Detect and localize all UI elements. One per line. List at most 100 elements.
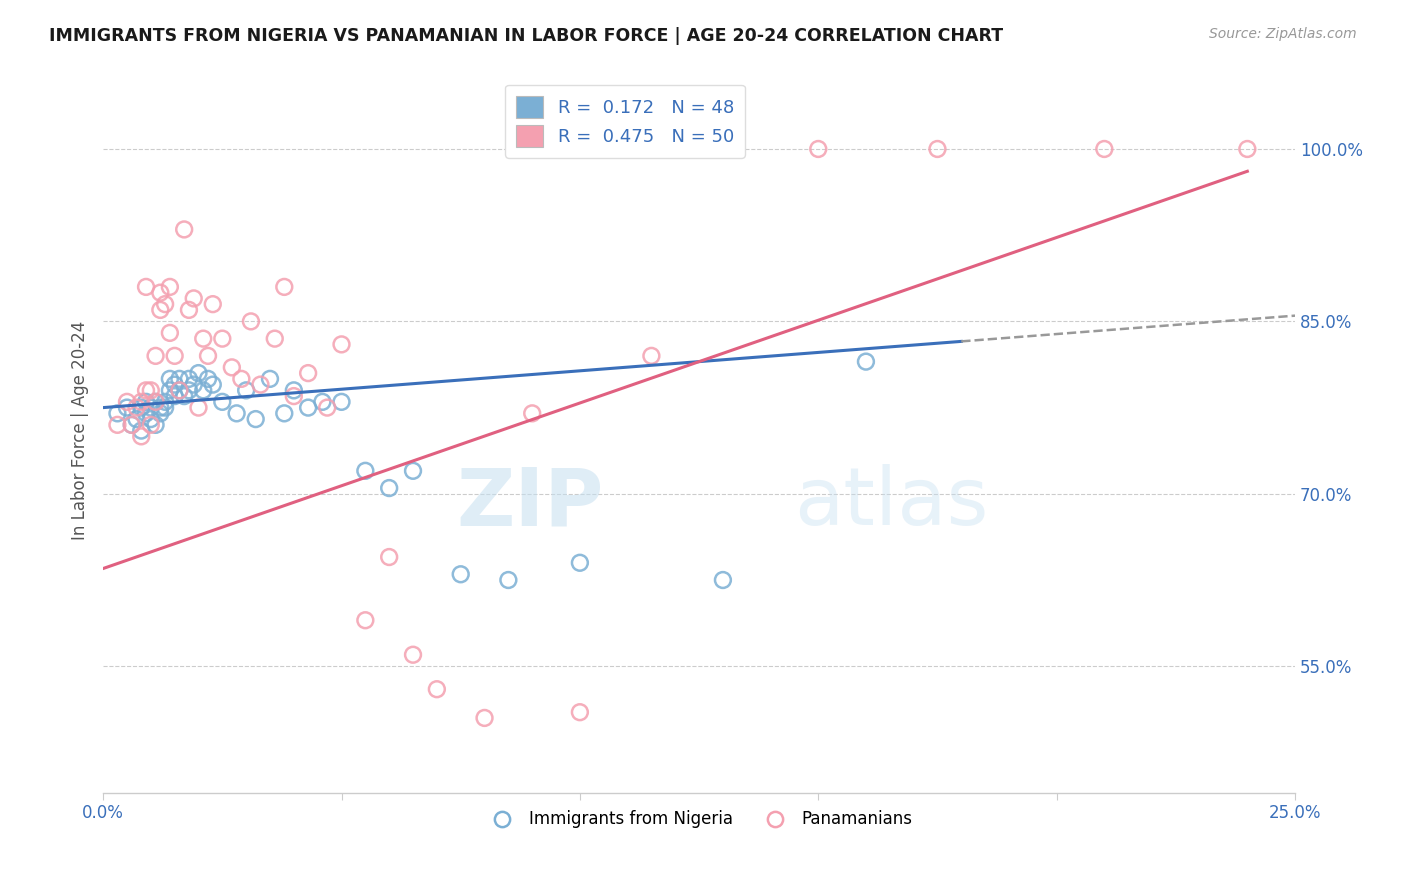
Point [159,326,181,340]
Point [197,372,219,386]
Point [211,395,233,409]
Point [201,297,224,311]
Point [330,395,353,409]
Point [273,406,295,420]
Text: Source: ZipAtlas.com: Source: ZipAtlas.com [1209,27,1357,41]
Point [711,142,734,156]
Point [149,401,172,415]
Point [177,384,200,398]
Point [177,372,200,386]
Point [177,302,200,317]
Point [153,401,176,415]
Point [163,389,186,403]
Point [193,384,215,398]
Legend: Immigrants from Nigeria, Panamanians: Immigrants from Nigeria, Panamanians [479,804,920,835]
Point [311,395,333,409]
Point [173,222,195,236]
Point [273,280,295,294]
Point [145,349,167,363]
Point [159,384,181,398]
Point [169,384,191,398]
Point [378,549,401,564]
Point [221,360,243,375]
Point [259,372,281,386]
Point [183,292,205,306]
Point [245,412,267,426]
Point [121,417,143,432]
Point [125,412,148,426]
Point [169,372,191,386]
Text: IMMIGRANTS FROM NIGERIA VS PANAMANIAN IN LABOR FORCE | AGE 20-24 CORRELATION CHA: IMMIGRANTS FROM NIGERIA VS PANAMANIAN IN… [49,27,1004,45]
Point [149,285,172,300]
Text: atlas: atlas [794,464,988,542]
Point [145,395,167,409]
Point [121,417,143,432]
Point [139,401,162,415]
Point [159,372,181,386]
Point [129,424,152,438]
Point [163,377,186,392]
Point [568,705,591,719]
Point [640,349,662,363]
Point [115,395,138,409]
Point [807,142,830,156]
Point [139,417,162,432]
Point [197,349,219,363]
Point [139,384,162,398]
Point [107,417,129,432]
Point [149,406,172,420]
Point [135,406,157,420]
Point [450,567,472,582]
Point [1236,142,1258,156]
Y-axis label: In Labor Force | Age 20-24: In Labor Force | Age 20-24 [72,321,89,541]
Point [297,366,319,380]
Point [231,372,253,386]
Point [115,401,138,415]
Point [135,280,157,294]
Point [354,613,377,627]
Point [263,332,285,346]
Point [145,417,167,432]
Point [402,648,425,662]
Point [187,401,209,415]
Point [129,401,152,415]
Point [153,395,176,409]
Point [163,349,186,363]
Point [402,464,425,478]
Point [107,406,129,420]
Point [1092,142,1115,156]
Point [316,401,339,415]
Point [297,401,319,415]
Point [249,377,271,392]
Point [426,682,449,697]
Point [159,280,181,294]
Point [330,337,353,351]
Point [498,573,520,587]
Text: ZIP: ZIP [457,464,603,542]
Point [135,395,157,409]
Point [153,297,176,311]
Point [129,395,152,409]
Point [855,354,877,368]
Point [183,377,205,392]
Point [225,406,247,420]
Point [125,401,148,415]
Point [283,384,305,398]
Point [568,556,591,570]
Point [135,384,157,398]
Point [927,142,949,156]
Point [145,395,167,409]
Point [211,332,233,346]
Point [235,384,257,398]
Point [239,314,262,328]
Point [354,464,377,478]
Point [711,573,734,587]
Point [173,389,195,403]
Point [193,332,215,346]
Point [129,429,152,443]
Point [139,412,162,426]
Point [283,389,305,403]
Point [474,711,496,725]
Point [522,406,544,420]
Point [169,384,191,398]
